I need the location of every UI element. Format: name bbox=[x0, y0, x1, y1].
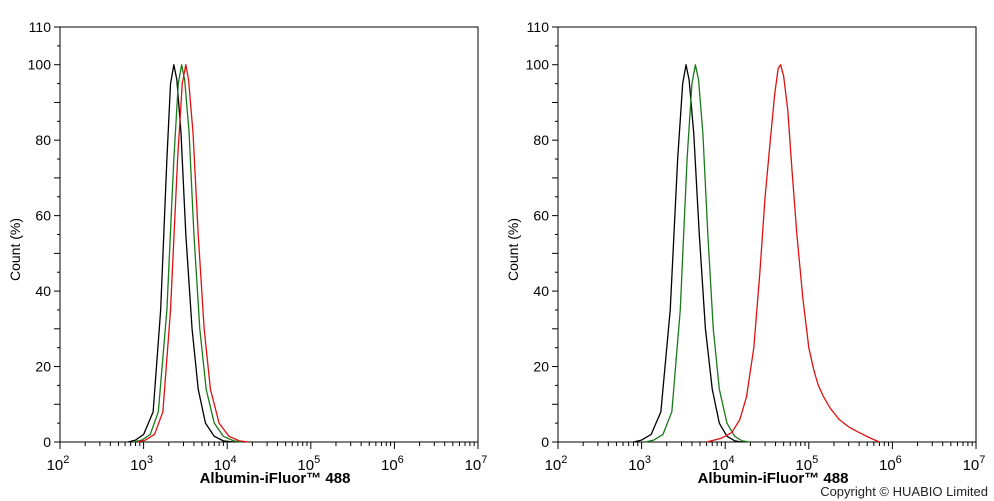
y-tick-label: 110 bbox=[527, 19, 550, 35]
y-tick-label: 0 bbox=[541, 434, 549, 450]
y-tick-label: 40 bbox=[35, 283, 51, 299]
histogram-series-0 bbox=[633, 64, 743, 443]
histogram-series-1 bbox=[644, 64, 751, 443]
x-tick-label: 103 bbox=[628, 454, 651, 474]
x-tick-label: 106 bbox=[381, 454, 404, 474]
y-tick-label: 40 bbox=[533, 283, 549, 299]
histogram-series-0 bbox=[127, 64, 234, 443]
histogram-panel-left: 0 20 40 60 80 100 110 102 103 104 105 106 107 Albumin… bbox=[7, 19, 487, 487]
y-tick-label: 0 bbox=[43, 434, 51, 450]
y-tick-label: 110 bbox=[29, 19, 52, 35]
y-tick-label: 20 bbox=[533, 359, 549, 375]
y-tick-label: 100 bbox=[28, 57, 52, 73]
plot-frame bbox=[557, 26, 977, 443]
x-tick-label: 102 bbox=[47, 454, 70, 474]
x-tick-label: 107 bbox=[465, 454, 488, 474]
histogram-series-2 bbox=[706, 64, 880, 443]
x-tick-label: 103 bbox=[130, 454, 153, 474]
y-axis-label: Count (%) bbox=[505, 218, 521, 281]
x-tick-label: 106 bbox=[879, 454, 902, 474]
y-tick-label: 80 bbox=[533, 132, 549, 148]
y-tick-label: 80 bbox=[35, 132, 51, 148]
x-tick-label: 105 bbox=[795, 454, 818, 474]
y-axis-label: Count (%) bbox=[7, 218, 23, 281]
histogram-panel-right: 0 20 40 60 80 100 110 102 103 104 105 106 107 Albumin… bbox=[505, 19, 985, 487]
copyright-notice: Copyright © HUABIO Limited bbox=[820, 484, 988, 499]
x-tick-label: 104 bbox=[214, 454, 237, 474]
x-tick-label: 104 bbox=[712, 454, 735, 474]
histogram-series-2 bbox=[137, 64, 249, 443]
x-axis-label: Albumin-iFluor™ 488 bbox=[698, 470, 849, 487]
y-tick-label: 20 bbox=[35, 359, 51, 375]
y-tick-label: 60 bbox=[35, 208, 51, 224]
x-tick-label: 107 bbox=[963, 454, 986, 474]
x-tick-label: 105 bbox=[297, 454, 320, 474]
plot-frame bbox=[59, 26, 479, 443]
x-tick-label: 102 bbox=[545, 454, 568, 474]
x-axis-label: Albumin-iFluor™ 488 bbox=[200, 470, 351, 487]
histogram-series-1 bbox=[133, 64, 243, 443]
y-tick-label: 100 bbox=[526, 57, 550, 73]
y-tick-label: 60 bbox=[533, 208, 549, 224]
